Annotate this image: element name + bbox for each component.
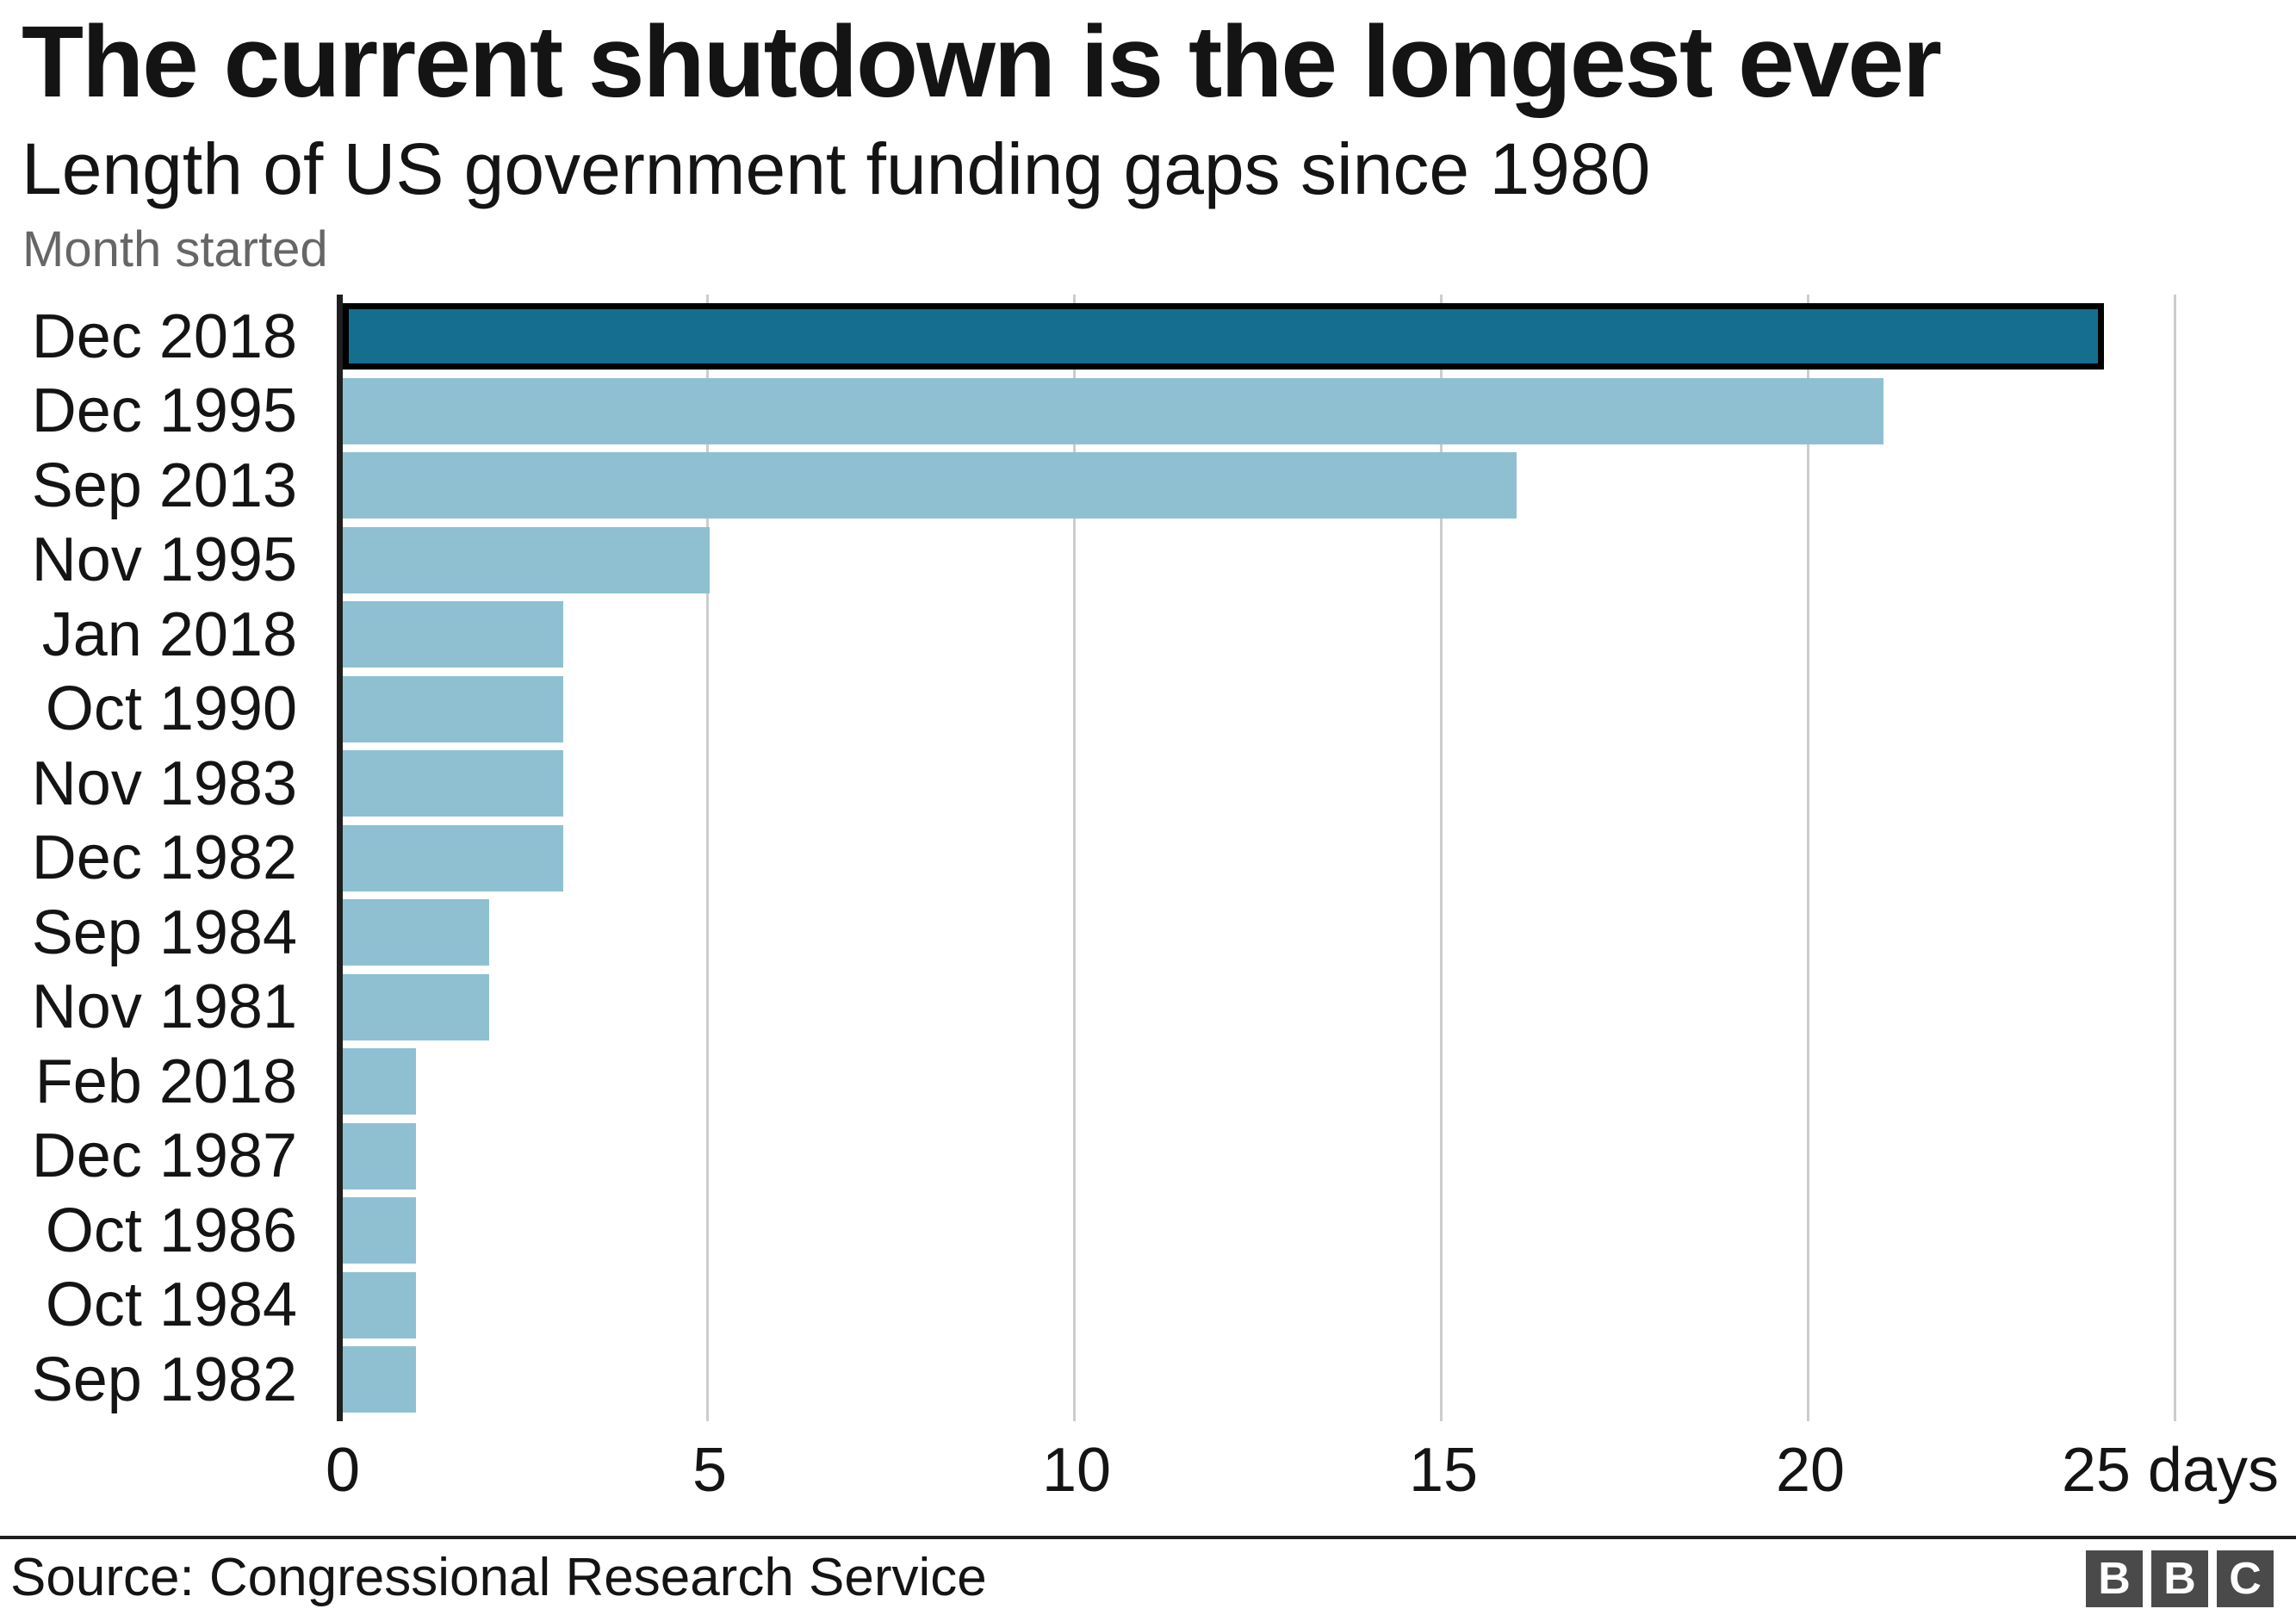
page-subtitle: Length of US government funding gaps sin… [22, 128, 1651, 209]
y-axis-label: Feb 2018 [34, 1047, 297, 1116]
page-title: The current shutdown is the longest ever [22, 5, 1942, 119]
bbc-logo-letter-block: B [2086, 1550, 2143, 1607]
x-axis-tick-label: 5 [692, 1436, 728, 1505]
bar [343, 1197, 417, 1264]
gridline [1807, 295, 1809, 1421]
gridline [1073, 295, 1076, 1421]
x-axis-tick-label: 25 days [2061, 1436, 2279, 1505]
y-axis-label: Oct 1990 [45, 674, 297, 743]
bar [343, 899, 490, 966]
gridline [2174, 295, 2176, 1421]
bbc-logo-letter-block: C [2217, 1550, 2274, 1607]
bar [343, 1048, 417, 1115]
y-axis-label: Dec 1995 [31, 376, 297, 445]
bar [343, 675, 563, 742]
y-axis-label: Oct 1986 [45, 1196, 297, 1265]
y-axis-title: Month started [22, 221, 328, 277]
bar [343, 1271, 417, 1339]
bbc-logo-letter-block: B [2151, 1550, 2208, 1607]
y-axis-label: Sep 1982 [31, 1345, 297, 1414]
y-axis-label: Jan 2018 [41, 599, 297, 669]
source-credit: Source: Congressional Research Service [10, 1548, 987, 1607]
bar [343, 452, 1517, 519]
bar [343, 601, 563, 668]
y-axis-label: Sep 1984 [31, 898, 297, 967]
y-axis-label: Oct 1984 [45, 1270, 297, 1339]
x-axis-tick-label: 10 [1041, 1436, 1112, 1505]
bar [343, 1122, 417, 1190]
y-axis-label: Dec 1987 [31, 1121, 297, 1190]
y-axis-label: Dec 2018 [31, 301, 297, 371]
y-axis-label: Sep 2013 [31, 450, 297, 520]
x-axis-tick-label: 20 [1775, 1436, 1846, 1505]
y-axis-line [337, 295, 343, 1421]
y-axis-label: Dec 1982 [31, 823, 297, 892]
bar [343, 1346, 417, 1413]
bar [343, 526, 710, 593]
y-axis-label: Nov 1995 [31, 525, 297, 594]
bar [343, 303, 2104, 370]
bar [343, 973, 490, 1040]
y-axis-label: Nov 1981 [31, 972, 297, 1041]
x-axis-tick-label: 15 [1408, 1436, 1479, 1505]
gridline [1440, 295, 1443, 1421]
bar [343, 377, 1884, 444]
gridline [706, 295, 709, 1421]
bar [343, 750, 563, 817]
x-axis-tick-label: 0 [325, 1436, 361, 1505]
y-axis-label: Nov 1983 [31, 748, 297, 818]
bar [343, 824, 563, 891]
footer-divider [0, 1536, 2296, 1539]
